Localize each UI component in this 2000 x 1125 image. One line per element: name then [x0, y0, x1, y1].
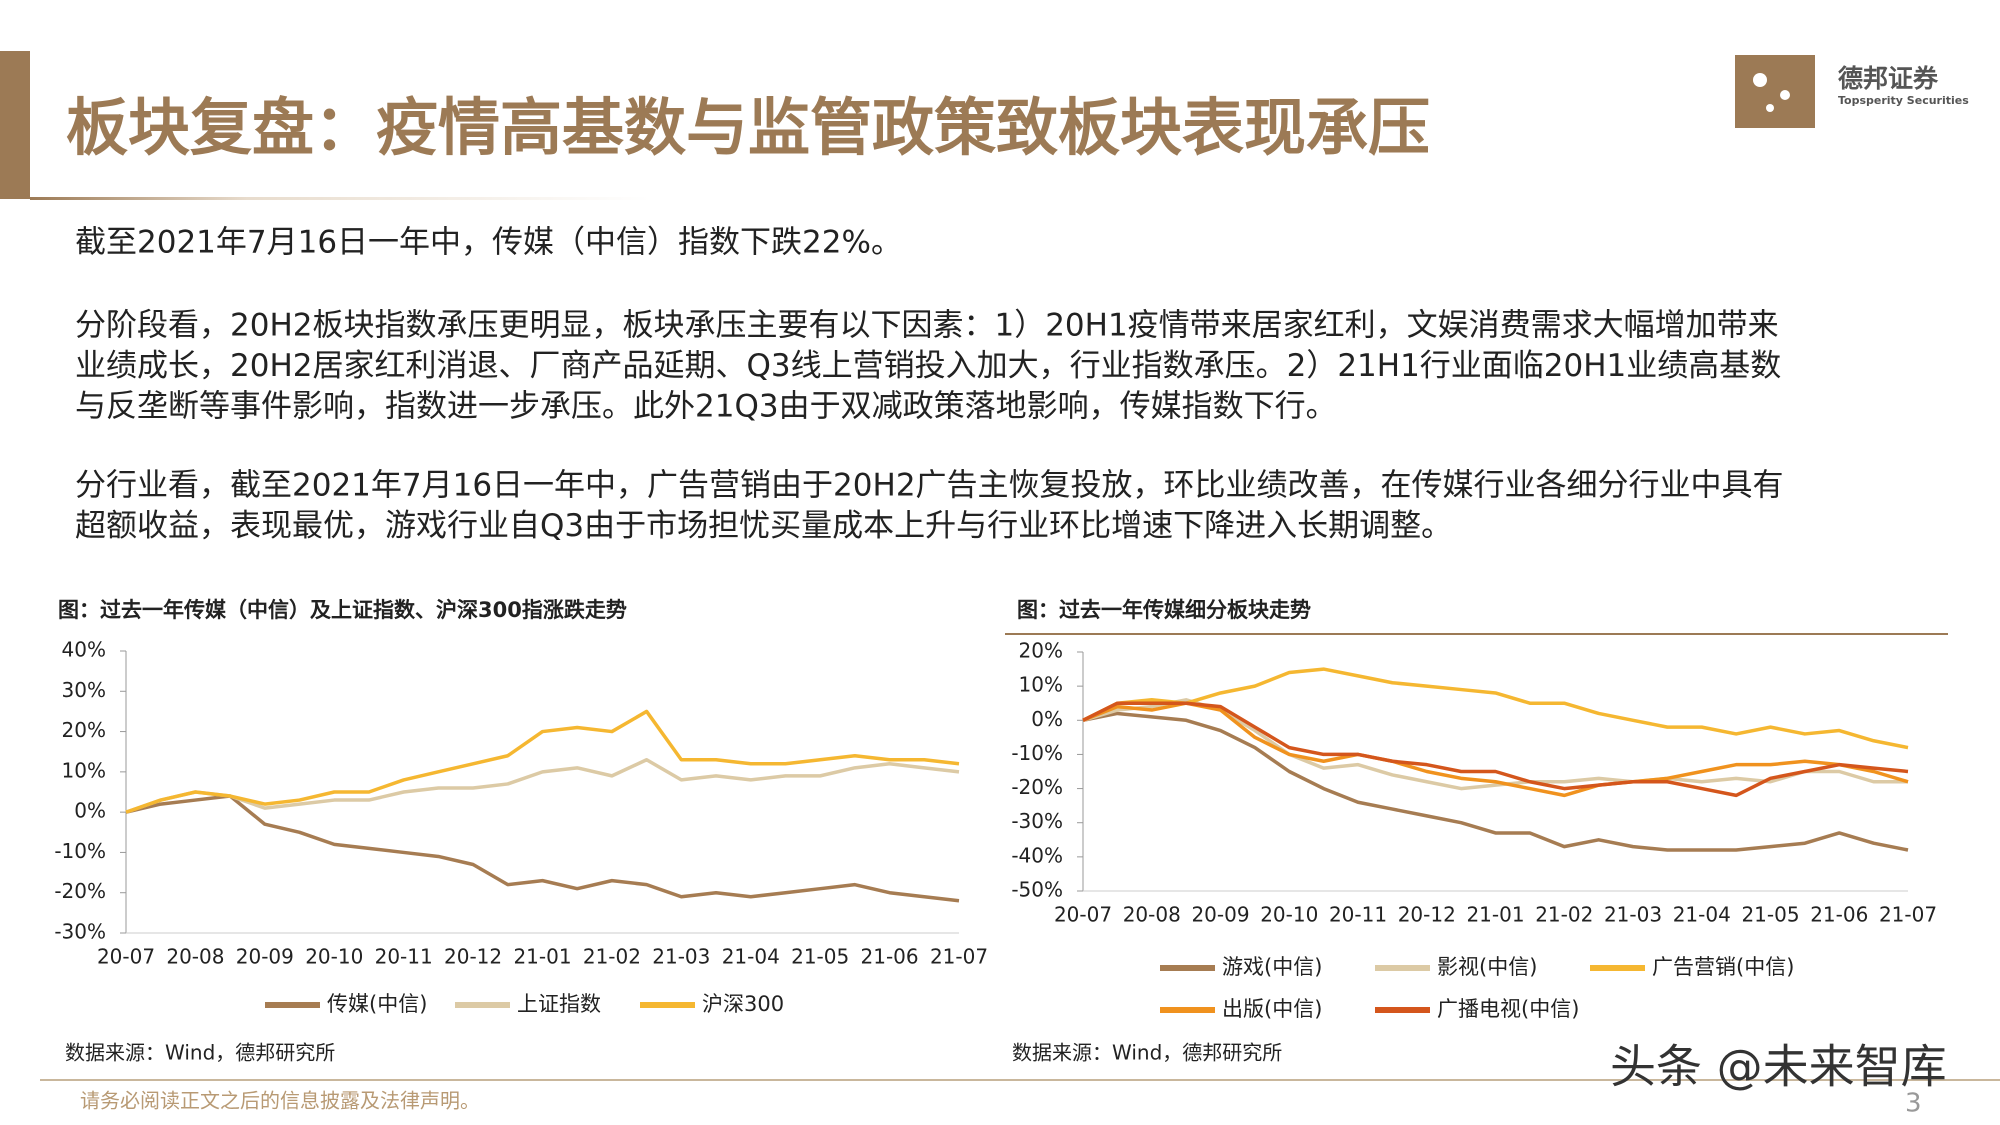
logo: 德邦证券 Topsperity Securities: [1735, 55, 1969, 128]
series-line: [1082, 701, 1909, 798]
logo-sub: Topsperity Securities: [1838, 94, 1969, 107]
logo-dot: [1766, 104, 1774, 112]
legend-label: 游戏(中信): [1222, 955, 1322, 979]
logo-dot: [1780, 90, 1790, 100]
series-line: [1082, 701, 1909, 798]
x-tick-label: 21-06: [861, 945, 919, 969]
y-tick-label: -20%: [54, 879, 106, 903]
legend-label: 影视(中信): [1437, 955, 1537, 979]
paragraph-line: 截至2021年7月16日一年中，传媒（中信）指数下跌22%。: [75, 225, 902, 261]
legend-label: 出版(中信): [1222, 997, 1322, 1021]
x-tick-label: 21-05: [1741, 903, 1799, 927]
watermark: 头条 @未来智库: [1610, 1040, 1947, 1094]
y-tick-label: 0%: [1031, 707, 1063, 731]
logo-mark: [1735, 55, 1815, 128]
y-tick-label: -30%: [54, 920, 106, 944]
x-tick-label: 21-04: [1673, 903, 1731, 927]
x-tick-label: 20-10: [305, 945, 363, 969]
x-tick-label: 20-09: [1191, 903, 1249, 927]
x-tick-label: 21-07: [1879, 903, 1937, 927]
x-tick-label: 21-06: [1810, 903, 1868, 927]
y-tick-label: -20%: [1011, 775, 1063, 799]
paragraph-line: 业绩成长，20H2居家红利消退、厂商产品延期、Q3线上营销投入加大，行业指数承压…: [75, 348, 1781, 384]
chart-source: 数据来源：Wind，德邦研究所: [65, 1041, 335, 1065]
y-tick-label: 10%: [1019, 673, 1063, 697]
legend-label: 广告营销(中信): [1652, 955, 1794, 979]
series-line: [1082, 667, 1909, 750]
title-rule: [30, 197, 650, 200]
series-line: [125, 709, 960, 814]
legend-label: 广播电视(中信): [1437, 997, 1579, 1021]
chart-source: 数据来源：Wind，德邦研究所: [1012, 1041, 1282, 1065]
paragraph-line: 分阶段看，20H2板块指数承压更明显，板块承压主要有以下因素：1）20H1疫情带…: [75, 308, 1779, 344]
x-tick-label: 20-08: [1123, 903, 1181, 927]
x-tick-label: 20-11: [375, 945, 433, 969]
series-line: [1082, 711, 1909, 852]
paragraph-line: 分行业看，截至2021年7月16日一年中，广告营销由于20H2广告主恢复投放，环…: [75, 468, 1784, 504]
x-tick-label: 21-01: [513, 945, 571, 969]
y-tick-label: 30%: [62, 678, 106, 702]
page-number: 3: [1905, 1089, 1922, 1119]
legend-label: 传媒(中信): [327, 992, 427, 1016]
y-tick-label: -50%: [1011, 878, 1063, 902]
x-tick-label: 20-07: [97, 945, 155, 969]
x-tick-label: 20-09: [236, 945, 294, 969]
x-tick-label: 21-03: [652, 945, 710, 969]
x-tick-label: 20-11: [1329, 903, 1387, 927]
x-tick-label: 20-07: [1054, 903, 1112, 927]
logo-dot: [1753, 73, 1767, 87]
x-tick-label: 21-07: [930, 945, 988, 969]
paragraph-line: 与反垄断等事件影响，指数进一步承压。此外21Q3由于双减政策落地影响，传媒指数下…: [75, 389, 1337, 425]
title-bar: [0, 51, 30, 199]
y-tick-label: -10%: [1011, 741, 1063, 765]
series-line: [125, 758, 960, 814]
chart-title: 图：过去一年传媒细分板块走势: [1017, 598, 1311, 622]
legend-label: 上证指数: [517, 992, 601, 1016]
chart-title: 图：过去一年传媒（中信）及上证指数、沪深300指涨跌走势: [58, 598, 627, 622]
x-tick-label: 21-05: [791, 945, 849, 969]
legend-label: 沪深300: [702, 992, 784, 1016]
x-tick-label: 20-12: [1398, 903, 1456, 927]
x-tick-label: 21-01: [1466, 903, 1524, 927]
y-tick-label: 20%: [62, 718, 106, 742]
x-tick-label: 20-08: [166, 945, 224, 969]
y-tick-label: 20%: [1019, 639, 1063, 663]
x-tick-label: 21-03: [1604, 903, 1662, 927]
x-tick-label: 21-04: [722, 945, 780, 969]
page-title: 板块复盘：疫情高基数与监管政策致板块表现承压: [66, 91, 1430, 164]
x-tick-label: 20-12: [444, 945, 502, 969]
series-line: [125, 794, 960, 903]
y-tick-label: -30%: [1011, 809, 1063, 833]
y-tick-label: -10%: [54, 839, 106, 863]
x-tick-label: 21-02: [583, 945, 641, 969]
x-tick-label: 21-02: [1535, 903, 1593, 927]
paragraph-line: 超额收益，表现最优，游戏行业自Q3由于市场担忧买量成本上升与行业环比增速下降进入…: [75, 508, 1452, 544]
y-tick-label: -40%: [1011, 843, 1063, 867]
disclaimer: 请务必阅读正文之后的信息披露及法律声明。: [80, 1089, 480, 1113]
logo-name: 德邦证券: [1838, 64, 1939, 93]
y-tick-label: 40%: [62, 638, 106, 662]
y-tick-label: 10%: [62, 758, 106, 782]
x-tick-label: 20-10: [1260, 903, 1318, 927]
y-tick-label: 0%: [74, 799, 106, 823]
